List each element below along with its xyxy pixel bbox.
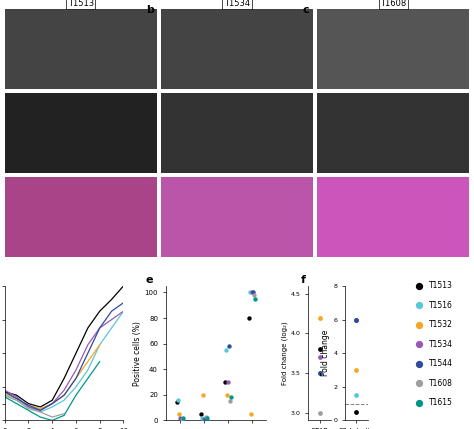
Point (247, 411, 255, 417)
Text: T1516: T1516 (429, 301, 453, 310)
Point (316, 354, 324, 361)
Text: T1532: T1532 (429, 320, 453, 329)
Point (353, 408, 360, 415)
Point (353, 392, 360, 399)
Point (200, 391, 207, 398)
Title: T1513: T1513 (68, 0, 94, 8)
Point (221, 378, 228, 385)
Y-axis label: Fold change: Fold change (321, 330, 330, 376)
Point (227, 394, 235, 401)
Text: T1513: T1513 (429, 281, 453, 290)
Point (249, 289, 256, 296)
Point (353, 316, 360, 323)
Text: T1615: T1615 (429, 399, 453, 408)
Point (200, 416, 208, 423)
Text: T1544: T1544 (429, 360, 453, 369)
Point (223, 391, 231, 398)
Point (316, 409, 324, 416)
Point (224, 378, 232, 385)
Point (316, 369, 324, 376)
Point (225, 343, 233, 350)
Point (201, 416, 209, 423)
Point (174, 396, 182, 403)
Point (177, 416, 185, 423)
Point (198, 414, 206, 421)
Point (245, 314, 253, 321)
Point (250, 292, 257, 299)
Point (316, 346, 324, 353)
Y-axis label: Fold change (log₂): Fold change (log₂) (282, 321, 288, 385)
Text: T1534: T1534 (429, 340, 453, 349)
Point (176, 411, 183, 417)
Title: T1608: T1608 (380, 0, 407, 8)
Point (246, 289, 254, 296)
Point (179, 414, 187, 421)
Point (203, 414, 210, 421)
Y-axis label: Positive cells (%): Positive cells (%) (133, 321, 142, 386)
Point (173, 399, 181, 406)
Point (202, 413, 210, 420)
Text: e: e (146, 275, 153, 285)
Point (176, 414, 184, 421)
Point (248, 289, 255, 296)
Point (353, 366, 360, 373)
Text: b: b (146, 5, 154, 15)
Point (316, 314, 324, 321)
Point (226, 398, 234, 405)
Point (251, 296, 258, 302)
Point (197, 411, 205, 417)
Point (353, 316, 360, 323)
Point (178, 416, 186, 423)
Text: T1608: T1608 (429, 379, 453, 388)
Point (222, 347, 230, 353)
Title: T1534: T1534 (224, 0, 250, 8)
Text: f: f (301, 275, 305, 285)
Point (316, 369, 324, 376)
Text: c: c (302, 5, 309, 15)
